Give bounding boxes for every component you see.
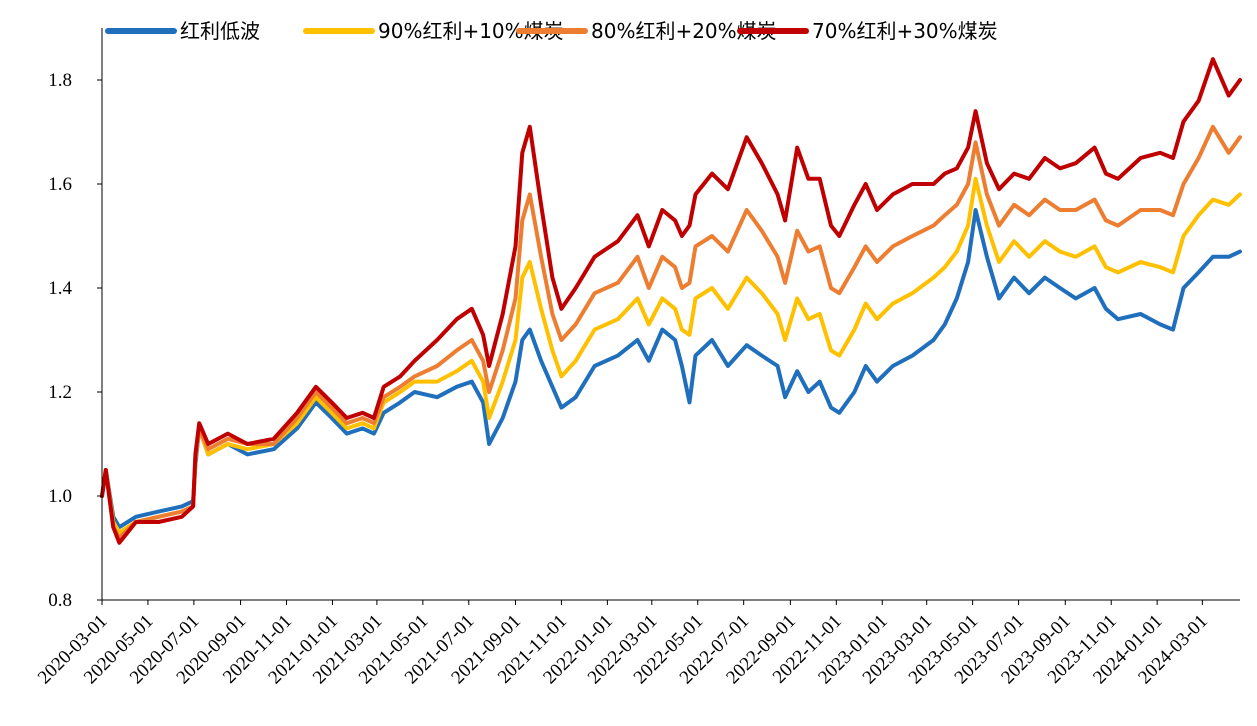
y-axis-ticks: 0.8 1.0 1.2 1.4 1.6 1.8 [48, 70, 102, 611]
y-tick-label: 1.4 [48, 278, 72, 299]
legend-label: 红利低波 [180, 19, 260, 43]
series-line-4 [100, 57, 1242, 545]
legend-label: 70%红利+30%煤炭 [812, 19, 998, 43]
legend: 红利低波 90%红利+10%煤炭 80%红利+20%煤炭 70%红利+30%煤炭 [105, 19, 998, 43]
y-tick-label: 1.2 [48, 382, 72, 403]
y-tick-label: 1.6 [48, 174, 72, 195]
y-tick-label: 1.0 [48, 486, 72, 507]
series-line-2 [100, 176, 1242, 535]
axes [101, 28, 1240, 601]
y-tick-label: 0.8 [48, 590, 72, 611]
series-layer [100, 57, 1242, 545]
series-line-3 [100, 124, 1242, 540]
y-tick-label: 1.8 [48, 70, 72, 91]
series-line-1 [100, 208, 1242, 530]
x-axis-ticks: 2020-03-012020-05-012020-07-012020-09-01… [34, 600, 1212, 688]
